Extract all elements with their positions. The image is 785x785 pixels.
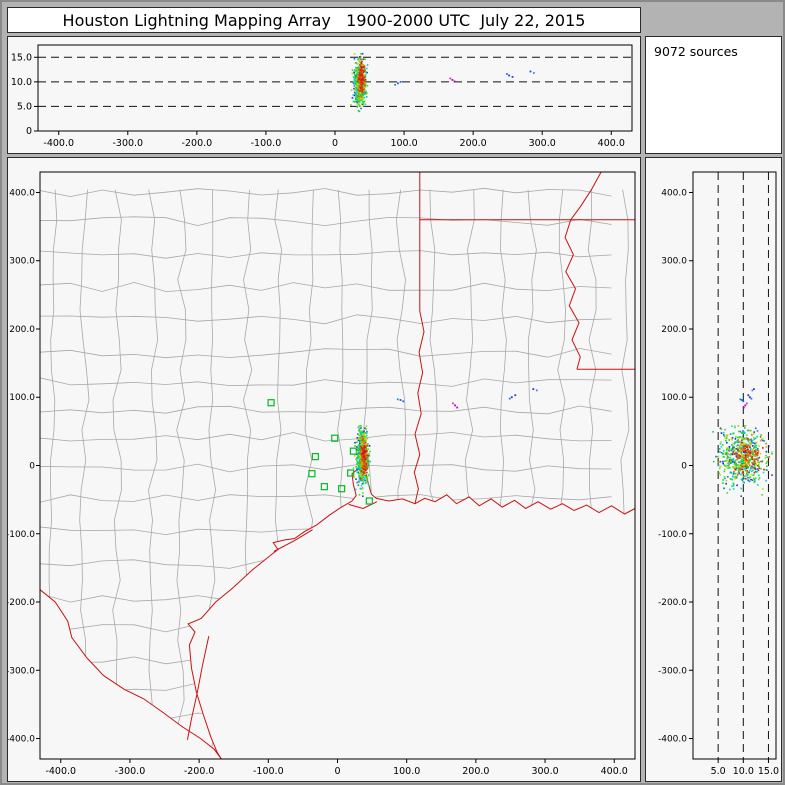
svg-text:400.0: 400.0 xyxy=(601,766,628,777)
svg-text:0: 0 xyxy=(332,138,338,149)
plan-view-plot[interactable]: -400.0 -300.0 -200.0 -100.0 0 100.0 200.0 300.0… xyxy=(8,158,640,781)
source-count-label: 9072 sources xyxy=(654,44,738,59)
svg-text:15.0: 15.0 xyxy=(11,52,32,63)
svg-text:300.0: 300.0 xyxy=(9,257,35,267)
svg-text:0: 0 xyxy=(29,462,35,472)
svg-text:100.0: 100.0 xyxy=(393,766,420,777)
svg-text:200.0: 200.0 xyxy=(460,138,487,149)
svg-text:200.0: 200.0 xyxy=(661,325,687,335)
svg-text:100.0: 100.0 xyxy=(661,393,687,403)
svg-text:-300.0: -300.0 xyxy=(8,666,35,676)
svg-text:300.0: 300.0 xyxy=(531,766,558,777)
svg-text:200.0: 200.0 xyxy=(9,325,35,335)
svg-text:10.0: 10.0 xyxy=(733,766,754,777)
svg-text:0: 0 xyxy=(334,766,340,777)
svg-text:-300.0: -300.0 xyxy=(658,666,687,676)
svg-text:10.0: 10.0 xyxy=(11,77,32,88)
svg-text:400.0: 400.0 xyxy=(598,138,625,149)
ns-altitude-plot[interactable]: 5.0 10.0 15.0 -400.0 -300.0 -200.0 -100.0 0 100.… xyxy=(646,158,781,781)
svg-text:-300.0: -300.0 xyxy=(115,766,146,777)
svg-text:-200.0: -200.0 xyxy=(184,766,215,777)
svg-text:5.0: 5.0 xyxy=(711,766,726,777)
svg-text:15.0: 15.0 xyxy=(758,766,779,777)
svg-text:-200.0: -200.0 xyxy=(182,138,213,149)
svg-text:-400.0: -400.0 xyxy=(658,735,687,745)
ew-altitude-plot[interactable]: -400.0 -300.0 -200.0 -100.0 0 100.0 200.0 300.0… xyxy=(8,37,640,153)
title-bar: Houston Lightning Mapping Array 1900-200… xyxy=(7,7,641,33)
svg-text:300.0: 300.0 xyxy=(529,138,556,149)
svg-text:-100.0: -100.0 xyxy=(658,530,687,540)
svg-text:-400.0: -400.0 xyxy=(43,138,74,149)
page-title: Houston Lightning Mapping Array 1900-200… xyxy=(62,10,586,30)
ew-altitude-panel: -400.0 -300.0 -200.0 -100.0 0 100.0 200.0 300.0… xyxy=(7,36,641,154)
svg-text:400.0: 400.0 xyxy=(661,188,687,198)
svg-text:0: 0 xyxy=(681,462,687,472)
ns-altitude-panel: 5.0 10.0 15.0 -400.0 -300.0 -200.0 -100.0 0 100.… xyxy=(645,157,782,782)
svg-text:400.0: 400.0 xyxy=(9,188,35,198)
plan-view-panel: -400.0 -300.0 -200.0 -100.0 0 100.0 200.0 300.0… xyxy=(7,157,641,782)
svg-text:100.0: 100.0 xyxy=(9,393,35,403)
svg-text:0: 0 xyxy=(26,126,32,137)
svg-text:-400.0: -400.0 xyxy=(45,766,76,777)
svg-text:-100.0: -100.0 xyxy=(251,138,282,149)
svg-text:-300.0: -300.0 xyxy=(112,138,143,149)
svg-text:-400.0: -400.0 xyxy=(8,735,35,745)
svg-text:-100.0: -100.0 xyxy=(8,530,35,540)
svg-text:-200.0: -200.0 xyxy=(658,598,687,608)
svg-text:200.0: 200.0 xyxy=(462,766,489,777)
svg-text:100.0: 100.0 xyxy=(390,138,417,149)
svg-text:-100.0: -100.0 xyxy=(253,766,284,777)
svg-text:-200.0: -200.0 xyxy=(8,598,35,608)
source-count-panel: 9072 sources xyxy=(645,36,782,154)
svg-text:5.0: 5.0 xyxy=(17,101,32,112)
svg-text:300.0: 300.0 xyxy=(661,257,687,267)
